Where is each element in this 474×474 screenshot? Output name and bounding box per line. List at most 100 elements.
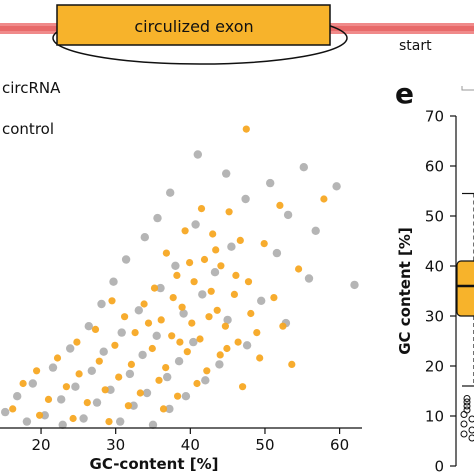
circrna-point bbox=[196, 335, 204, 343]
circrna-point bbox=[91, 325, 100, 333]
legend-control: control bbox=[2, 120, 54, 138]
circrna-point bbox=[221, 322, 229, 330]
box-y-tick-label: 30 bbox=[425, 308, 444, 326]
control-point bbox=[201, 376, 210, 385]
legend-circrna: circRNA bbox=[2, 79, 61, 97]
box-y-ticks: 0 10 20 30 40 50 60 70 bbox=[425, 108, 456, 474]
control-point bbox=[181, 392, 191, 401]
box-y-tick-label: 0 bbox=[434, 458, 444, 474]
circrna-point bbox=[207, 287, 215, 295]
control-point bbox=[13, 392, 22, 401]
control-point bbox=[153, 213, 162, 223]
control-point bbox=[22, 417, 32, 426]
circrna-point bbox=[111, 341, 119, 349]
control-point bbox=[121, 255, 131, 264]
control-point bbox=[148, 420, 158, 429]
control-point bbox=[138, 350, 147, 360]
box-y-tick-label: 20 bbox=[425, 358, 444, 376]
control-point bbox=[163, 372, 172, 382]
control-point bbox=[222, 169, 231, 178]
box-y-label: GC content [%] bbox=[396, 227, 414, 355]
control-point bbox=[125, 369, 135, 379]
scatter-x-tick-label: 30 bbox=[106, 436, 125, 454]
control-point bbox=[57, 395, 66, 404]
circrna-point bbox=[247, 309, 255, 318]
circrna-point bbox=[223, 344, 231, 353]
circrna-point bbox=[209, 230, 217, 238]
circrna-point bbox=[108, 297, 116, 305]
circrna-point bbox=[33, 367, 41, 375]
circrna-point bbox=[95, 357, 103, 365]
box-y-tick-label: 50 bbox=[425, 208, 444, 226]
circrna-point bbox=[62, 383, 70, 391]
box-outlier bbox=[460, 411, 468, 418]
control-point bbox=[266, 178, 275, 188]
box-y-tick-label: 40 bbox=[425, 258, 444, 276]
box-outlier bbox=[463, 402, 471, 410]
circrna-point bbox=[144, 319, 153, 327]
control-point bbox=[40, 411, 49, 420]
circrna-point bbox=[279, 322, 287, 330]
circrna-point bbox=[260, 240, 268, 248]
box-outlier bbox=[468, 426, 474, 434]
control-point bbox=[71, 382, 80, 391]
control-point bbox=[58, 420, 67, 429]
circrna-point bbox=[190, 278, 198, 286]
circrna-point bbox=[225, 208, 233, 216]
box-outlier bbox=[463, 398, 471, 406]
circrna-point bbox=[157, 316, 165, 324]
control-point bbox=[332, 182, 341, 191]
panel-letter: e bbox=[395, 77, 414, 110]
circrna-point bbox=[276, 201, 284, 209]
control-point bbox=[48, 363, 58, 372]
circrna-point bbox=[115, 373, 123, 381]
control-point bbox=[134, 306, 143, 315]
circrna-point bbox=[213, 306, 221, 314]
circrna-point bbox=[270, 294, 278, 302]
scatter-x-tick-label: 20 bbox=[32, 436, 51, 454]
control-point bbox=[84, 322, 94, 331]
control-point bbox=[350, 280, 359, 290]
control-point bbox=[116, 417, 125, 426]
control-point bbox=[152, 331, 161, 340]
circrna-point bbox=[181, 227, 189, 235]
circrna-point bbox=[162, 364, 170, 372]
control-point bbox=[66, 344, 75, 353]
control-point bbox=[92, 398, 102, 407]
control-point bbox=[140, 233, 149, 242]
circrna-point bbox=[320, 195, 328, 203]
circrna-point bbox=[203, 367, 211, 375]
exon-box bbox=[56, 4, 331, 46]
circrna-point bbox=[295, 265, 303, 273]
control-point bbox=[283, 210, 293, 220]
circrna-point bbox=[197, 205, 206, 213]
control-point bbox=[311, 226, 320, 235]
control-point bbox=[109, 277, 118, 286]
circrna-point bbox=[105, 418, 113, 426]
exon-label: circulized exon bbox=[134, 17, 253, 36]
circrna-point bbox=[69, 414, 77, 423]
scatter-points bbox=[1, 125, 359, 429]
control-point bbox=[117, 328, 126, 337]
box-outlier bbox=[460, 430, 468, 438]
scatter-x-tick-label: 40 bbox=[181, 436, 200, 454]
control-point bbox=[179, 309, 188, 318]
control-point bbox=[215, 360, 224, 369]
start-label: start bbox=[399, 38, 432, 54]
circrna-point bbox=[159, 405, 168, 413]
control-point bbox=[1, 407, 10, 417]
circrna-point bbox=[256, 354, 264, 362]
scatter-legend: circRNA control bbox=[2, 79, 61, 138]
control-point bbox=[142, 388, 152, 398]
circrna-point bbox=[183, 348, 191, 356]
exon-diagram: circulized exon start bbox=[0, 4, 474, 65]
circrna-point bbox=[230, 290, 238, 298]
control-point bbox=[166, 188, 175, 197]
box-y-tick-label: 10 bbox=[425, 408, 444, 426]
circrna-point bbox=[101, 386, 109, 394]
circrna-point bbox=[244, 278, 253, 286]
scatter-x-tick-label: 60 bbox=[330, 436, 349, 454]
scatter-x-tick-label: 50 bbox=[255, 436, 274, 454]
circrna-point bbox=[36, 411, 44, 419]
control-point bbox=[272, 248, 282, 258]
